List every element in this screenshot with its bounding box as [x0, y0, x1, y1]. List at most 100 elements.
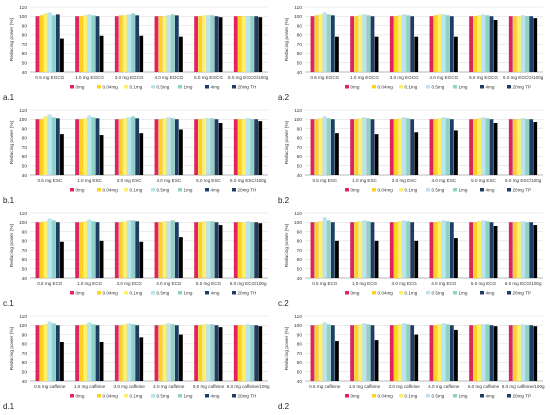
bar: [310, 16, 315, 73]
bar: [198, 325, 203, 382]
chart-svg-b2: 40 50 60 70 80 90 100 110 Reducing power (%) 0.5 …: [278, 108, 543, 205]
bar: [310, 222, 315, 279]
x-tick-label: 5.0 mg EGCG: [194, 75, 223, 80]
bar: [166, 117, 171, 176]
bar: [39, 15, 44, 73]
bar: [374, 134, 379, 176]
legend-swatch: [151, 188, 155, 192]
legend-label: 0.04mg: [378, 290, 394, 295]
bar: [95, 16, 100, 73]
legend-label: 20mg TH: [238, 290, 257, 295]
bar: [237, 222, 242, 279]
bar: [214, 325, 219, 382]
legend-swatch: [453, 394, 457, 398]
panel-label: b.1: [3, 196, 15, 205]
x-tick-label: 4.0 mg EGCG: [154, 75, 183, 80]
bar: [525, 119, 530, 176]
bar: [393, 16, 398, 73]
bar: [441, 220, 446, 279]
bar: [521, 15, 525, 73]
chart-panel-c1: 40 50 60 70 80 90 100 110 Reducing power (%) 0.5 …: [0, 208, 275, 311]
bar: [433, 222, 438, 279]
legend-label: 4mg: [486, 393, 495, 398]
bar: [154, 222, 159, 279]
bar: [477, 15, 482, 73]
bar: [158, 222, 163, 279]
bar: [83, 221, 88, 279]
legend-swatch: [70, 188, 74, 192]
bar: [162, 16, 167, 73]
x-tick-label: 0.5 mg caffeine: [34, 384, 66, 389]
y-tick-label: 90: [22, 23, 28, 29]
x-tick-label: 5.0 mg caffeine: [468, 384, 500, 389]
y-tick-label: 90: [22, 332, 28, 338]
bar: [366, 15, 371, 73]
legend-swatch: [97, 188, 101, 192]
chart-svg-a1: 40 50 60 70 80 90 100 110 Reducing power (%) 0.5 …: [3, 5, 269, 102]
bar: [99, 134, 104, 176]
bar: [95, 118, 100, 176]
legend-swatch: [480, 85, 484, 89]
bar: [218, 224, 223, 279]
bar: [433, 325, 438, 382]
bar: [51, 220, 56, 279]
bar: [354, 222, 359, 279]
bar: [326, 118, 331, 176]
bar: [237, 119, 242, 176]
bar: [370, 325, 375, 382]
chart-svg-c1: 40 50 60 70 80 90 100 110 Reducing power (%) 0.5 …: [3, 211, 268, 308]
x-tick-label: 6.0 mg ECG/100g: [230, 281, 267, 286]
bar: [91, 324, 96, 382]
bar: [135, 118, 140, 176]
y-tick-label: 50: [297, 61, 303, 67]
bar: [330, 119, 335, 176]
bar: [370, 16, 375, 73]
y-tick-label: 70: [297, 42, 303, 48]
bar: [516, 325, 521, 382]
bar: [174, 325, 179, 382]
bar: [322, 322, 327, 382]
bar: [350, 222, 355, 279]
bar: [194, 119, 199, 176]
bar: [250, 222, 255, 279]
legend-swatch: [507, 85, 511, 89]
y-tick-label: 50: [297, 164, 303, 170]
legend-swatch: [97, 85, 101, 89]
y-tick-label: 50: [22, 61, 28, 67]
bar: [354, 119, 359, 176]
bar: [322, 217, 327, 279]
y-tick-label: 60: [22, 360, 28, 366]
bar: [314, 222, 319, 279]
legend-swatch: [453, 188, 457, 192]
y-tick-label: 110: [294, 108, 302, 114]
bar: [521, 118, 525, 176]
legend-label: 0.1mg: [405, 393, 418, 398]
bar: [79, 119, 84, 176]
bar: [318, 14, 323, 73]
bar: [202, 324, 207, 382]
bar: [122, 324, 127, 382]
legend-label: 0.1mg: [130, 84, 143, 89]
y-tick-label: 50: [22, 164, 28, 170]
bar: [254, 119, 259, 176]
panel-label: d.1: [3, 402, 15, 411]
legend-swatch: [399, 291, 403, 295]
bar: [158, 16, 163, 73]
bar: [334, 133, 339, 176]
bar: [250, 119, 255, 176]
bar: [87, 14, 92, 73]
legend-label: 0.1mg: [130, 393, 143, 398]
bar: [118, 222, 123, 279]
bar: [441, 117, 446, 176]
bar: [326, 14, 331, 73]
y-tick-label: 60: [22, 257, 28, 263]
legend-label: 4mg: [211, 290, 220, 295]
bar: [397, 324, 402, 382]
bar: [246, 221, 250, 279]
bar: [83, 324, 88, 382]
y-tick-label: 70: [22, 351, 28, 357]
bar: [481, 117, 486, 176]
bar: [414, 240, 419, 279]
bar: [218, 327, 223, 382]
